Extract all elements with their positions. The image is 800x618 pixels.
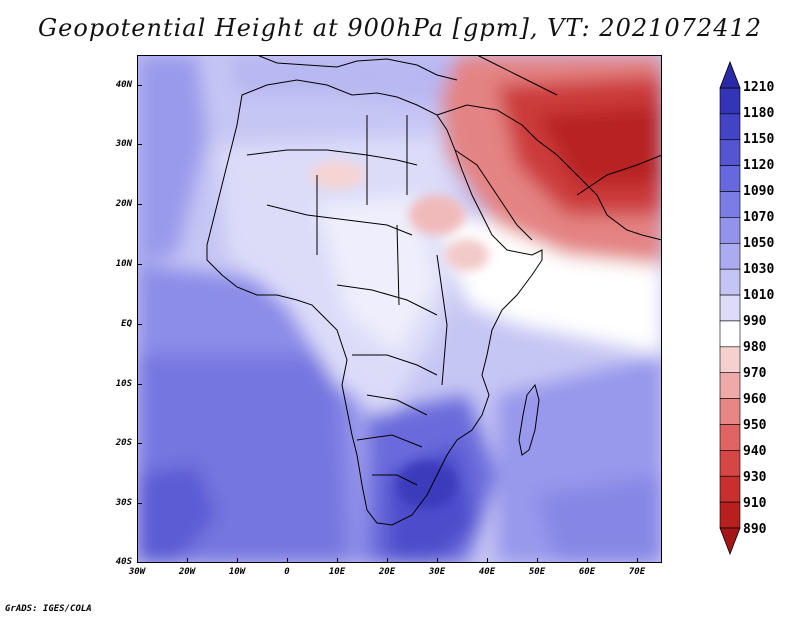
x-tick-label: 20W	[178, 567, 196, 577]
geopotential-field	[137, 55, 662, 563]
y-tick-mark	[137, 324, 142, 325]
colorbar-label: 1030	[743, 262, 775, 277]
x-tick-label: 10E	[328, 567, 346, 577]
colorbar-label: 1090	[743, 184, 775, 199]
colorbar-cell	[719, 320, 741, 348]
y-tick-label: 10N	[115, 259, 132, 269]
y-tick-mark	[137, 443, 142, 444]
colorbar-label: 980	[743, 340, 767, 355]
x-tick-mark	[487, 558, 488, 563]
colorbar-cell	[719, 139, 741, 166]
colorbar-label: 1010	[743, 288, 775, 303]
colorbar-cell	[719, 191, 741, 218]
x-tick-label: 20E	[378, 567, 396, 577]
colorbar-top-arrow	[719, 60, 741, 89]
y-tick-label: EQ	[121, 319, 132, 329]
x-tick-mark	[187, 558, 188, 563]
y-tick-label: 40S	[115, 557, 132, 567]
colorbar-bottom-arrow	[719, 527, 741, 556]
colorbar-label: 1210	[743, 80, 775, 95]
colorbar-cell	[719, 450, 741, 477]
x-tick-label: 50E	[528, 567, 546, 577]
x-tick-mark	[587, 558, 588, 563]
y-tick-mark	[137, 144, 142, 145]
colorbar-label: 890	[743, 522, 767, 537]
colorbar-label: 940	[743, 444, 767, 459]
y-tick-label: 20N	[115, 199, 132, 209]
colorbar	[719, 60, 741, 556]
x-tick-mark	[537, 558, 538, 563]
colorbar-cell	[719, 268, 741, 296]
y-tick-label: 30S	[115, 498, 132, 508]
colorbar-label: 930	[743, 470, 767, 485]
colorbar-cell	[719, 217, 741, 244]
footer-credit: GrADS: IGES/COLA	[5, 604, 92, 614]
colorbar-label: 1050	[743, 236, 775, 251]
y-tick-label: 20S	[115, 438, 132, 448]
colorbar-cell	[719, 294, 741, 322]
y-tick-mark	[137, 204, 142, 205]
colorbar-cell	[719, 424, 741, 451]
colorbar-label: 950	[743, 418, 767, 433]
y-tick-label: 30N	[115, 139, 132, 149]
x-tick-label: 30E	[428, 567, 446, 577]
x-tick-label: 70E	[628, 567, 646, 577]
colorbar-cell	[719, 113, 741, 141]
colorbar-label: 1150	[743, 132, 775, 147]
colorbar-label: 970	[743, 366, 767, 381]
x-tick-label: 40E	[478, 567, 496, 577]
colorbar-cell	[719, 87, 741, 115]
colorbar-cell	[719, 346, 741, 374]
y-tick-mark	[137, 503, 142, 504]
x-tick-mark	[287, 558, 288, 563]
colorbar-cell	[719, 501, 741, 529]
map-title: Geopotential Height at 900hPa [gpm], VT:…	[38, 14, 762, 42]
map-panel	[137, 55, 662, 563]
x-tick-mark	[637, 558, 638, 563]
x-tick-label: 10W	[228, 567, 246, 577]
colorbar-label: 1070	[743, 210, 775, 225]
x-tick-label: 60E	[578, 567, 596, 577]
y-tick-label: 40N	[115, 80, 132, 90]
y-tick-label: 10S	[115, 379, 132, 389]
colorbar-label: 1180	[743, 106, 775, 121]
x-tick-mark	[237, 558, 238, 563]
colorbar-cell	[719, 165, 741, 192]
x-tick-mark	[337, 558, 338, 563]
colorbar-cell	[719, 372, 741, 399]
colorbar-cell	[719, 242, 741, 270]
y-tick-mark	[137, 384, 142, 385]
x-tick-mark	[387, 558, 388, 563]
x-tick-label: 30W	[128, 567, 146, 577]
colorbar-cell	[719, 398, 741, 425]
colorbar-label: 910	[743, 496, 767, 511]
colorbar-cell	[719, 475, 741, 503]
y-tick-mark	[137, 264, 142, 265]
x-tick-mark	[437, 558, 438, 563]
colorbar-label: 1120	[743, 158, 775, 173]
colorbar-label: 960	[743, 392, 767, 407]
colorbar-label: 990	[743, 314, 767, 329]
x-tick-label: 0	[284, 567, 290, 577]
y-tick-mark	[137, 85, 142, 86]
